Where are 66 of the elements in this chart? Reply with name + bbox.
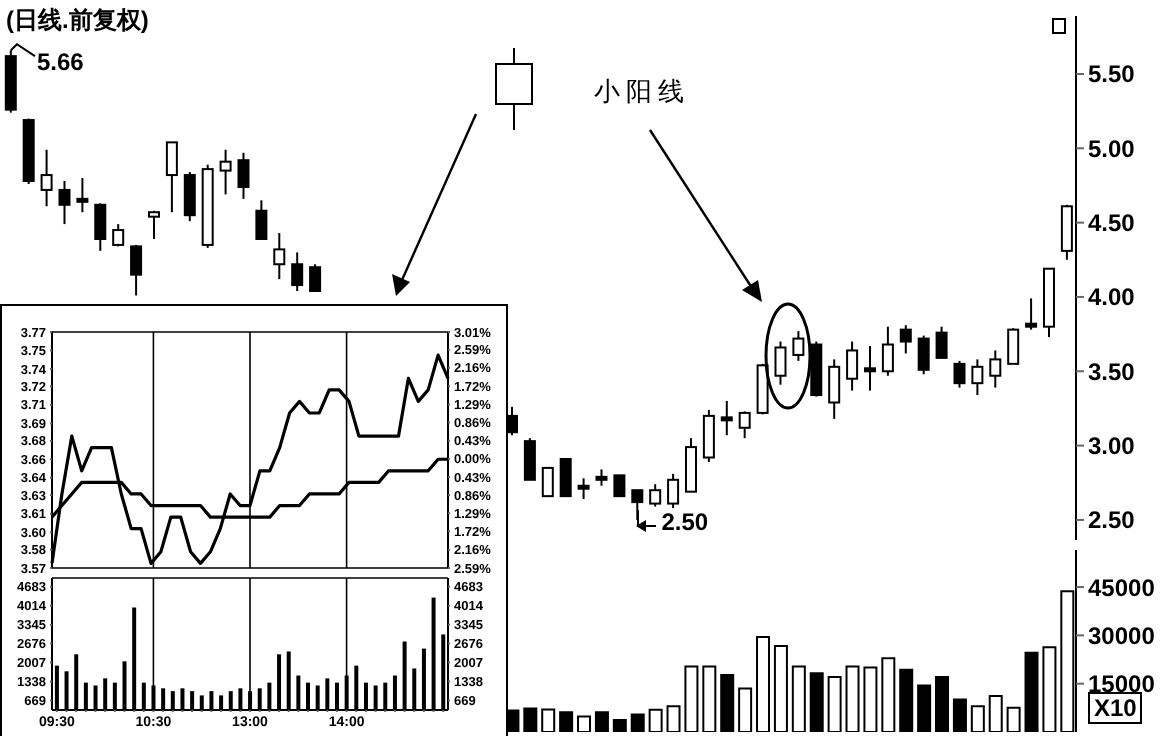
annotation: 2.50 (661, 507, 709, 536)
candlestick (523, 437, 536, 481)
candlestick (702, 408, 715, 463)
bar (952, 698, 967, 732)
candlestick (846, 340, 859, 392)
candlestick (881, 325, 894, 377)
candlestick (40, 148, 53, 208)
y-tick-label: 30000 (1088, 621, 1156, 650)
candlestick (255, 199, 268, 240)
candlestick (183, 171, 196, 223)
candlestick (1007, 327, 1020, 365)
candlestick (917, 334, 930, 376)
candlestick (237, 151, 250, 200)
y-tick-label: 5.50 (1088, 60, 1136, 89)
candlestick (971, 358, 984, 397)
candlestick (94, 202, 107, 252)
annotation: 5.66 (36, 48, 85, 77)
candlestick (935, 325, 948, 359)
y-tick-label: 3.00 (1088, 432, 1136, 461)
bar (720, 673, 735, 732)
candlestick (720, 400, 733, 437)
y-tick-label: 45000 (1088, 573, 1156, 602)
candlestick (792, 330, 805, 362)
candlestick (58, 180, 71, 226)
candlestick (541, 466, 554, 498)
candlestick (684, 437, 697, 493)
y-tick-label: 4.50 (1088, 209, 1136, 238)
candlestick (631, 489, 644, 521)
bar (899, 668, 914, 732)
candlestick (273, 232, 286, 281)
candlestick (613, 474, 626, 498)
y-tick-label: 3.50 (1088, 357, 1136, 386)
bar (630, 713, 645, 732)
y-tick-label: 2.50 (1088, 506, 1136, 535)
bar (523, 707, 538, 732)
candlestick (899, 324, 912, 355)
bar (559, 711, 574, 732)
candlestick (863, 345, 876, 392)
chart-title: (日线.前复权) (6, 4, 149, 38)
candlestick (649, 483, 662, 508)
candlestick (130, 243, 143, 297)
bar (935, 675, 950, 732)
candlestick (738, 410, 751, 440)
candlestick (989, 349, 1002, 389)
text: X10 (1088, 692, 1143, 724)
bar (809, 672, 824, 732)
candlestick (559, 457, 572, 498)
candlestick (828, 358, 841, 420)
candlestick (291, 251, 304, 293)
bar (594, 711, 609, 732)
candlestick (774, 340, 787, 386)
candlestick (309, 263, 322, 293)
bar (612, 719, 627, 732)
candlestick (165, 141, 178, 214)
candlestick (953, 359, 966, 389)
annotation: 小阳线 (594, 76, 690, 106)
candlestick (76, 177, 89, 214)
candlestick (667, 472, 680, 510)
candlestick (1025, 297, 1038, 331)
candlestick (219, 148, 232, 196)
y-tick-label: 5.00 (1088, 134, 1136, 163)
candlestick (147, 209, 160, 240)
bar (917, 684, 932, 732)
candlestick (577, 477, 590, 501)
y-tick-label: 4.00 (1088, 283, 1136, 312)
candlestick (756, 362, 769, 416)
